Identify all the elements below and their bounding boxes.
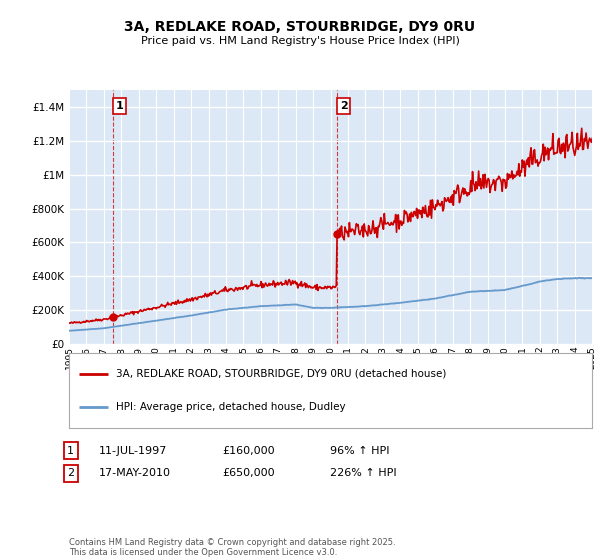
Text: Price paid vs. HM Land Registry's House Price Index (HPI): Price paid vs. HM Land Registry's House … [140,36,460,46]
Text: 1: 1 [116,101,124,111]
Text: 3A, REDLAKE ROAD, STOURBRIDGE, DY9 0RU: 3A, REDLAKE ROAD, STOURBRIDGE, DY9 0RU [124,20,476,34]
Text: 96% ↑ HPI: 96% ↑ HPI [330,446,389,456]
Text: 17-MAY-2010: 17-MAY-2010 [99,468,171,478]
Text: 11-JUL-1997: 11-JUL-1997 [99,446,167,456]
Text: 3A, REDLAKE ROAD, STOURBRIDGE, DY9 0RU (detached house): 3A, REDLAKE ROAD, STOURBRIDGE, DY9 0RU (… [116,369,446,379]
Text: 1: 1 [67,446,74,456]
Text: 2: 2 [340,101,347,111]
Text: 226% ↑ HPI: 226% ↑ HPI [330,468,397,478]
Text: HPI: Average price, detached house, Dudley: HPI: Average price, detached house, Dudl… [116,402,346,412]
Text: £160,000: £160,000 [222,446,275,456]
Text: 2: 2 [67,468,74,478]
Text: £650,000: £650,000 [222,468,275,478]
Text: Contains HM Land Registry data © Crown copyright and database right 2025.
This d: Contains HM Land Registry data © Crown c… [69,538,395,557]
